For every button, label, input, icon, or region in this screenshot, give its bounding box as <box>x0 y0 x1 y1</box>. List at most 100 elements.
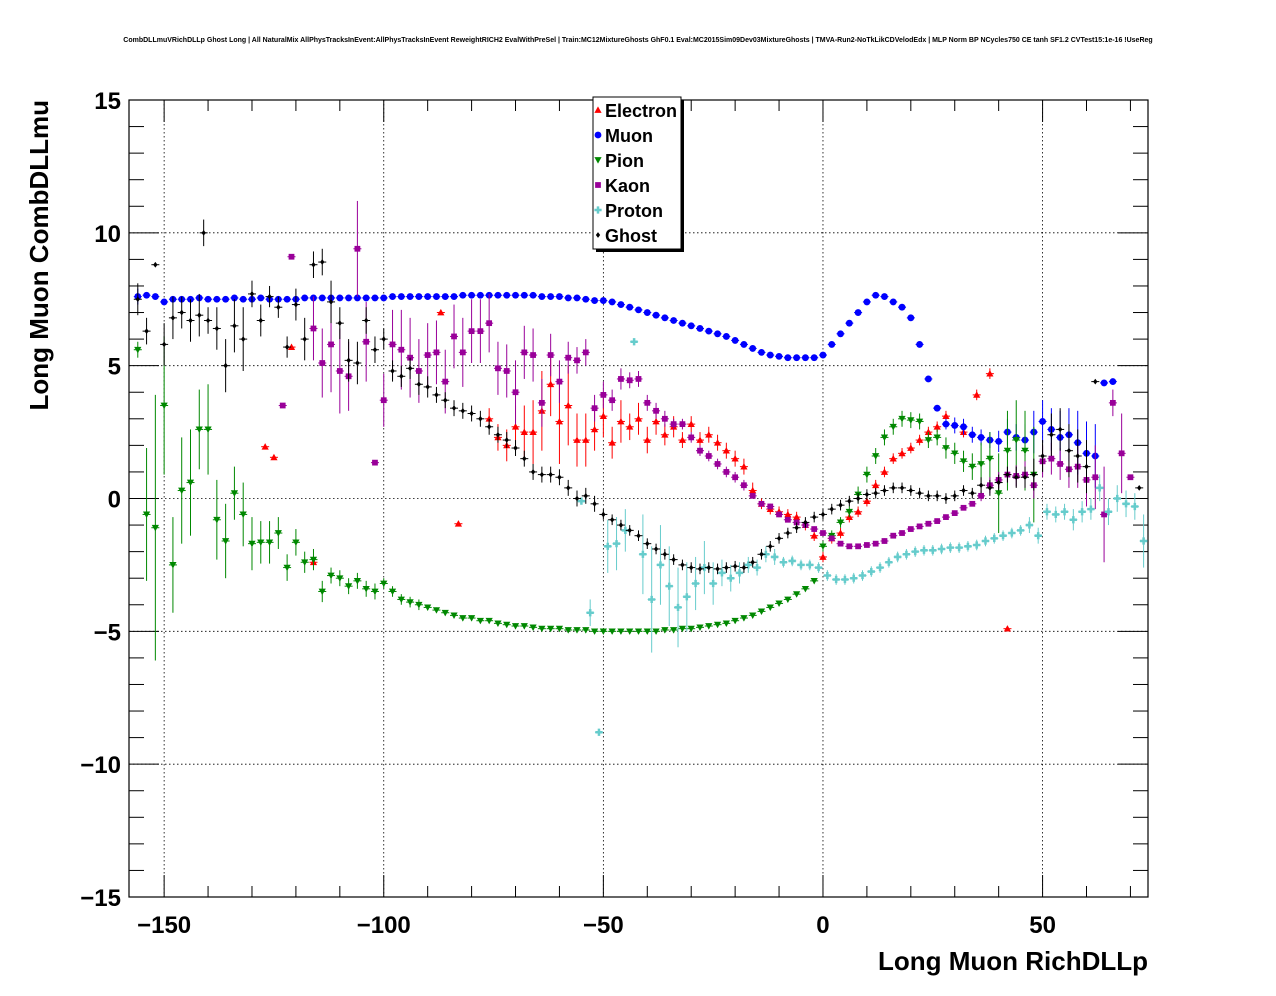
proton-point <box>1034 532 1042 540</box>
pion-point <box>151 524 159 532</box>
pion-point <box>810 577 818 585</box>
kaon-point <box>363 338 370 345</box>
muon-point <box>872 291 880 299</box>
muon-point <box>424 293 432 301</box>
pion-point <box>617 628 625 635</box>
muon-point <box>907 314 915 322</box>
kaon-point <box>556 378 563 385</box>
muon-point <box>661 314 669 322</box>
kaon-point <box>530 352 536 358</box>
legend-label-kaon: Kaon <box>605 176 650 196</box>
kaon-point <box>899 530 905 536</box>
pion-point <box>345 583 353 590</box>
proton-point <box>577 497 586 505</box>
ghost-point <box>592 500 597 507</box>
ghost-point <box>1084 463 1089 470</box>
ghost-point <box>794 524 799 531</box>
pion-point <box>274 530 282 537</box>
muon-point <box>450 293 458 301</box>
electron-point <box>793 513 801 520</box>
legend-marker-pion <box>594 157 602 164</box>
muon-point <box>766 351 774 359</box>
proton-point <box>1052 510 1060 519</box>
muon-point <box>854 309 862 316</box>
kaon-point <box>442 378 449 385</box>
ghost-point <box>645 540 650 547</box>
kaon-point <box>837 540 844 547</box>
muon-point <box>924 375 932 383</box>
pion-point <box>968 463 976 471</box>
muon-point <box>599 297 607 304</box>
electron-point <box>454 520 463 527</box>
pion-point <box>652 628 660 635</box>
pion-point <box>784 596 792 604</box>
ghost-point <box>838 502 843 509</box>
electron-point <box>749 486 757 494</box>
pion-point <box>134 346 142 354</box>
proton-point <box>999 532 1007 540</box>
pion-point <box>432 607 441 614</box>
pion-point <box>626 628 634 635</box>
kaon-point <box>705 453 712 459</box>
ghost-point <box>478 415 483 422</box>
electron-point <box>889 455 897 462</box>
proton-point <box>612 540 621 548</box>
proton-point <box>850 574 858 582</box>
electron-point <box>599 412 607 420</box>
proton-point <box>656 561 665 569</box>
legend-label-electron: Electron <box>605 101 677 121</box>
muon-point <box>722 333 730 340</box>
ghost-point <box>1137 484 1142 491</box>
ghost-point <box>258 317 263 324</box>
ghost-point <box>293 301 299 308</box>
ghost-point <box>952 492 957 499</box>
ghost-point <box>750 559 755 566</box>
proton-point <box>894 553 902 561</box>
muon-point <box>441 293 449 301</box>
pion-point <box>397 596 405 604</box>
pion-point <box>872 453 880 460</box>
pion-point <box>942 445 950 452</box>
kaon-point <box>916 523 923 530</box>
kaon-point <box>582 349 589 356</box>
legend-label-pion: Pion <box>605 151 644 171</box>
pion-point <box>555 625 564 633</box>
pion-point <box>863 471 871 479</box>
muon-point <box>318 294 326 302</box>
proton-point <box>885 558 893 566</box>
pion-point <box>336 575 344 582</box>
ghost-point <box>627 527 632 534</box>
pion-point <box>1021 447 1029 455</box>
proton-point <box>981 537 990 545</box>
pion-point <box>371 588 379 596</box>
pion-point <box>643 628 651 635</box>
y-tick-label: 0 <box>108 487 121 514</box>
kaon-point <box>907 526 914 532</box>
muon-point <box>380 294 388 302</box>
pion-point <box>283 564 291 572</box>
ghost-point <box>1057 426 1063 433</box>
kaon-point <box>978 492 984 499</box>
pion-point <box>977 461 985 468</box>
pion-point <box>933 434 941 441</box>
kaon-point <box>503 368 510 374</box>
pion-point <box>230 490 239 497</box>
pion-point <box>599 628 607 635</box>
pion-point <box>529 624 537 631</box>
proton-point <box>586 609 594 617</box>
muon-point <box>933 404 941 412</box>
series-proton <box>577 338 1148 736</box>
pion-point <box>757 608 766 616</box>
kaon-point <box>635 376 642 382</box>
electron-point <box>907 444 915 451</box>
pion-point <box>995 490 1003 497</box>
pion-point <box>450 612 458 619</box>
ghost-point <box>776 535 782 542</box>
ghost-point <box>451 405 457 412</box>
ghost-point <box>346 357 351 364</box>
kaon-point <box>688 434 695 441</box>
electron-point <box>617 417 625 425</box>
kaon-point <box>872 540 879 547</box>
muon-point <box>793 354 801 362</box>
